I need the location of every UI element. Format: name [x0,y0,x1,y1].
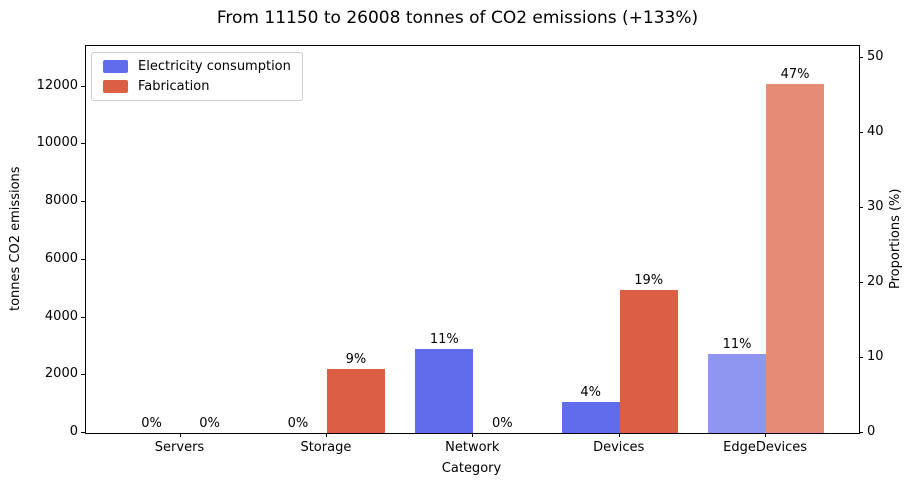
right-axis-tick-label: 50 [867,48,884,64]
legend-item-label: Electricity consumption [138,59,291,74]
right-axis-label: Proportions (%) [888,188,903,289]
x-axis-tick-label-edgedevices: EdgeDevices [723,440,808,455]
left-axis-tick-label: 2000 [44,366,78,382]
right-axis-tick-label: 40 [867,123,884,139]
x-axis-tick-label-storage: Storage [300,440,352,455]
left-axis-tick [81,258,85,260]
left-axis-tick-label: 6000 [44,250,78,266]
right-axis-tick [859,281,863,283]
bar-electricity-consumption-network [415,349,474,433]
right-axis-tick-label: 30 [867,198,884,214]
right-axis-tick-label: 10 [867,348,884,364]
bar-value-label: 0% [141,416,162,431]
left-axis-tick-label: 10000 [36,135,78,151]
bar-fabrication-storage [326,369,385,433]
bar-electricity-consumption-edgedevices [708,353,767,433]
bar-value-label: 4% [580,385,601,401]
x-axis-tick-label-devices: Devices [593,440,645,455]
bar-value-label: 0% [491,416,513,431]
x-axis-tick [325,433,327,437]
left-axis-tick [81,316,85,318]
bar-value-label: 47% [780,66,810,82]
left-axis-tick-label: 0 [69,424,78,439]
bar-value-label: 19% [634,272,664,288]
bar-value-label: 0% [199,416,220,431]
bar-value-label: 0% [287,416,309,431]
bar-value-label: 11% [722,336,752,352]
x-axis-tick [179,433,181,437]
left-axis-tick [81,432,85,433]
left-axis-tick [81,374,85,376]
right-axis-tick-label: 0 [867,424,876,439]
left-axis-tick-label: 4000 [44,308,78,324]
x-axis-tick-label-network: Network [445,440,500,455]
legend-swatch-icon [103,80,128,93]
x-axis-label: Category [441,461,502,476]
bar-fabrication-devices [619,289,678,433]
bar-fabrication-edgedevices [766,83,825,433]
bar-value-label: 9% [345,352,367,368]
legend: Electricity consumption Fabrication [91,52,303,101]
legend-item: Fabrication [103,79,291,94]
bar-value-label: 11% [429,332,459,348]
left-axis-tick-label: 8000 [44,193,78,209]
left-axis-tick [81,143,85,145]
legend-item: Electricity consumption [103,59,291,74]
left-axis-label: tonnes CO2 emissions [8,166,23,311]
left-axis-tick [81,85,85,87]
right-axis-tick [859,356,863,358]
legend-item-label: Fabrication [138,79,210,94]
right-axis-tick [859,131,863,133]
right-axis-tick [859,56,863,58]
right-axis-tick [859,206,863,208]
left-axis-tick [81,201,85,203]
legend-swatch-icon [103,60,128,73]
x-axis-tick-label-servers: Servers [154,440,205,455]
x-axis-tick [618,433,620,437]
bar-electricity-consumption-devices [561,402,620,433]
right-axis-tick-label: 20 [867,273,884,289]
plot-area: Electricity consumption Fabrication 0% 0% 1… [85,45,860,434]
right-axis-tick [859,432,863,433]
x-axis-tick [472,433,474,437]
left-axis-tick-label: 12000 [36,77,78,93]
chart-title: From 11150 to 26008 tonnes of CO2 emissi… [216,8,699,28]
x-axis-tick [765,433,767,437]
